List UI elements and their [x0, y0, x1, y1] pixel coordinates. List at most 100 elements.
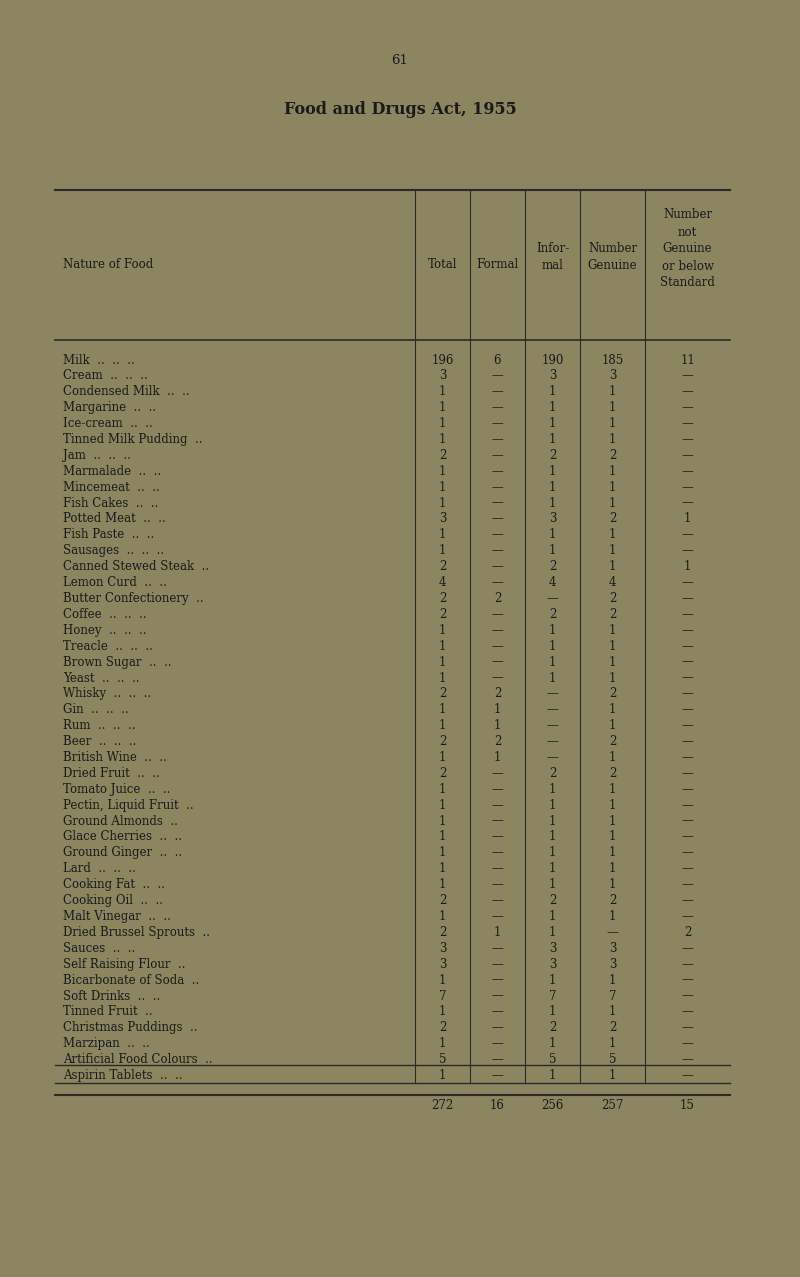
Text: 1: 1 [439, 1069, 446, 1082]
Text: 190: 190 [542, 354, 564, 366]
Text: Number
Genuine: Number Genuine [588, 243, 638, 272]
Text: 1: 1 [549, 497, 556, 510]
Text: 2: 2 [439, 450, 446, 462]
Text: 1: 1 [549, 926, 556, 939]
Text: 1: 1 [549, 879, 556, 891]
Text: 1: 1 [609, 561, 616, 573]
Text: 1: 1 [439, 386, 446, 398]
Text: —: — [546, 736, 558, 748]
Text: 1: 1 [609, 418, 616, 430]
Text: Mincemeat  ..  ..: Mincemeat .. .. [63, 480, 160, 494]
Text: 1: 1 [549, 973, 556, 987]
Text: —: — [492, 544, 503, 557]
Text: —: — [682, 450, 694, 462]
Text: 1: 1 [609, 751, 616, 764]
Text: Tinned Milk Pudding  ..: Tinned Milk Pudding .. [63, 433, 202, 446]
Text: Canned Stewed Steak  ..: Canned Stewed Steak .. [63, 561, 209, 573]
Text: Jam  ..  ..  ..: Jam .. .. .. [63, 450, 131, 462]
Text: —: — [682, 529, 694, 541]
Text: —: — [682, 942, 694, 955]
Text: Bicarbonate of Soda  ..: Bicarbonate of Soda .. [63, 973, 199, 987]
Text: —: — [682, 1037, 694, 1050]
Text: —: — [492, 1022, 503, 1034]
Text: 5: 5 [609, 1054, 616, 1066]
Text: 3: 3 [549, 369, 556, 382]
Text: —: — [492, 512, 503, 526]
Text: —: — [492, 640, 503, 653]
Text: 1: 1 [439, 973, 446, 987]
Text: Butter Confectionery  ..: Butter Confectionery .. [63, 593, 204, 605]
Text: 1: 1 [609, 830, 616, 844]
Text: 1: 1 [684, 561, 691, 573]
Text: —: — [682, 783, 694, 796]
Text: 1: 1 [494, 704, 501, 716]
Text: 6: 6 [494, 354, 502, 366]
Text: 3: 3 [438, 942, 446, 955]
Text: 1: 1 [549, 433, 556, 446]
Text: 1: 1 [549, 1069, 556, 1082]
Text: Pectin, Liquid Fruit  ..: Pectin, Liquid Fruit .. [63, 798, 194, 812]
Text: 2: 2 [439, 926, 446, 939]
Text: 1: 1 [549, 815, 556, 827]
Text: Cooking Fat  ..  ..: Cooking Fat .. .. [63, 879, 165, 891]
Text: —: — [492, 465, 503, 478]
Text: 2: 2 [609, 767, 616, 780]
Text: —: — [682, 911, 694, 923]
Text: —: — [492, 767, 503, 780]
Text: 1: 1 [549, 911, 556, 923]
Text: 4: 4 [609, 576, 616, 589]
Text: —: — [492, 1054, 503, 1066]
Text: 1: 1 [439, 672, 446, 684]
Text: 15: 15 [680, 1099, 695, 1112]
Text: Rum  ..  ..  ..: Rum .. .. .. [63, 719, 135, 732]
Text: 3: 3 [549, 942, 556, 955]
Text: —: — [682, 704, 694, 716]
Text: Treacle  ..  ..  ..: Treacle .. .. .. [63, 640, 153, 653]
Text: 2: 2 [609, 736, 616, 748]
Text: Soft Drinks  ..  ..: Soft Drinks .. .. [63, 990, 160, 1002]
Text: Food and Drugs Act, 1955: Food and Drugs Act, 1955 [284, 101, 516, 119]
Text: 257: 257 [602, 1099, 624, 1112]
Text: —: — [682, 751, 694, 764]
Text: Cream  ..  ..  ..: Cream .. .. .. [63, 369, 148, 382]
Text: Coffee  ..  ..  ..: Coffee .. .. .. [63, 608, 146, 621]
Text: 1: 1 [439, 847, 446, 859]
Text: 1: 1 [684, 512, 691, 526]
Text: —: — [492, 655, 503, 669]
Text: —: — [682, 862, 694, 875]
Text: Total: Total [428, 258, 458, 272]
Text: 1: 1 [609, 401, 616, 414]
Text: Gin  ..  ..  ..: Gin .. .. .. [63, 704, 129, 716]
Text: 1: 1 [609, 386, 616, 398]
Text: Sauces  ..  ..: Sauces .. .. [63, 942, 135, 955]
Text: 1: 1 [609, 798, 616, 812]
Text: 2: 2 [609, 894, 616, 907]
Text: Formal: Formal [476, 258, 518, 272]
Text: Tomato Juice  ..  ..: Tomato Juice .. .. [63, 783, 170, 796]
Text: —: — [682, 958, 694, 971]
Text: —: — [492, 497, 503, 510]
Text: 1: 1 [609, 1069, 616, 1082]
Text: 1: 1 [549, 830, 556, 844]
Text: —: — [682, 386, 694, 398]
Text: 2: 2 [609, 593, 616, 605]
Text: —: — [492, 911, 503, 923]
Text: —: — [682, 672, 694, 684]
Text: 1: 1 [549, 465, 556, 478]
Text: 185: 185 [602, 354, 624, 366]
Text: 7: 7 [549, 990, 556, 1002]
Text: 2: 2 [494, 736, 501, 748]
Text: 1: 1 [549, 672, 556, 684]
Text: 1: 1 [549, 798, 556, 812]
Text: —: — [682, 640, 694, 653]
Text: —: — [492, 561, 503, 573]
Text: 1: 1 [439, 655, 446, 669]
Text: 3: 3 [609, 942, 616, 955]
Text: —: — [492, 862, 503, 875]
Text: 16: 16 [490, 1099, 505, 1112]
Text: 2: 2 [609, 687, 616, 700]
Text: —: — [682, 767, 694, 780]
Text: Number
not
Genuine
or below
Standard: Number not Genuine or below Standard [660, 208, 715, 290]
Text: —: — [492, 847, 503, 859]
Text: 1: 1 [609, 719, 616, 732]
